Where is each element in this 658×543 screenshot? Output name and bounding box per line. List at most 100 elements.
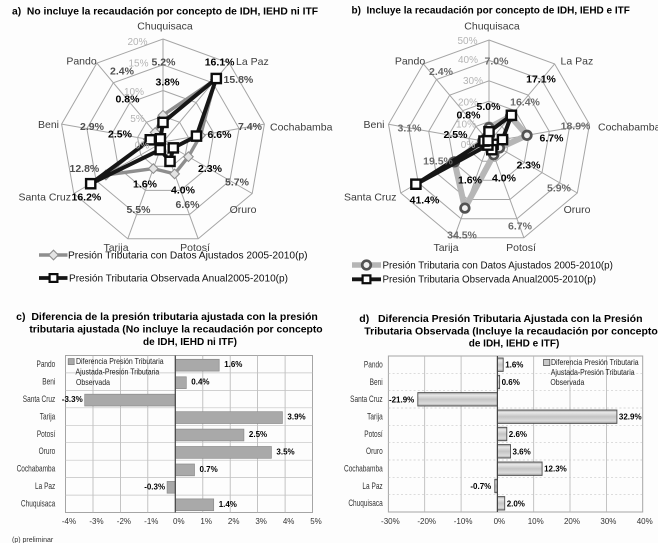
svg-text:Beni: Beni [38,119,59,131]
svg-text:-0.7%: -0.7% [470,482,491,491]
svg-text:Presión Tributaria con Datos A: Presión Tributaria con Datos Ajustados 2… [383,261,613,272]
svg-text:Pando: Pando [66,56,97,68]
svg-text:5%: 5% [130,114,145,125]
svg-text:5.5%: 5.5% [127,204,152,216]
svg-text:3.8%: 3.8% [156,77,181,89]
svg-text:3%: 3% [255,517,267,526]
svg-text:3.6%: 3.6% [513,447,531,456]
svg-text:6.7%: 6.7% [508,220,533,232]
svg-text:2.5%: 2.5% [249,430,267,439]
svg-text:Oruro: Oruro [366,446,383,456]
svg-text:7.4%: 7.4% [238,121,263,133]
svg-text:5.7%: 5.7% [225,176,250,188]
svg-text:40%: 40% [458,55,478,66]
svg-text:0%: 0% [494,517,506,526]
svg-text:4%: 4% [283,517,295,526]
svg-text:2%: 2% [228,517,240,526]
svg-text:6.6%: 6.6% [208,129,233,141]
svg-text:-3%: -3% [89,517,103,526]
svg-text:0%: 0% [173,517,185,526]
svg-text:Cochabamba: Cochabamba [270,122,333,134]
svg-text:b) Incluye la recaudación por: b) Incluye la recaudación por concepto d… [352,6,630,17]
svg-text:Cochabamba: Cochabamba [344,464,383,474]
svg-text:6.6%: 6.6% [176,199,201,211]
svg-text:c) Diferencia de la presión t: c) Diferencia de la presión tributaria a… [16,311,318,323]
svg-text:32.9%: 32.9% [619,413,642,422]
svg-text:Ajustada-Presión Tributaria: Ajustada-Presión Tributaria [551,368,636,378]
svg-text:50%: 50% [457,36,477,47]
svg-text:0.8%: 0.8% [457,110,482,122]
svg-text:Ajustada-Presión Tributaria: Ajustada-Presión Tributaria [76,367,161,377]
svg-text:1.4%: 1.4% [219,500,237,509]
svg-text:Tarija: Tarija [40,411,56,421]
svg-text:2.6%: 2.6% [509,430,527,439]
svg-text:Presión Tributaria Observada A: Presión Tributaria Observada Anual2005-2… [69,274,288,285]
svg-text:2.5%: 2.5% [108,129,133,141]
svg-text:2.4%: 2.4% [110,66,135,78]
svg-text:20%: 20% [458,98,478,109]
svg-text:20%: 20% [127,37,147,48]
svg-text:Tributaria Observada (Incluye: Tributaria Observada (Incluye la recauda… [364,325,658,337]
svg-text:30%: 30% [463,76,483,87]
svg-text:Chuquisaca: Chuquisaca [348,498,383,508]
svg-text:2.4%: 2.4% [429,66,454,78]
svg-text:20%: 20% [564,517,580,526]
svg-text:4.0%: 4.0% [171,184,196,196]
svg-text:-21.9%: -21.9% [389,395,414,404]
svg-text:-1%: -1% [144,517,158,526]
svg-text:Cochabamba: Cochabamba [598,122,658,134]
svg-text:Tarija: Tarija [367,412,383,422]
svg-text:4.0%: 4.0% [492,173,517,185]
svg-text:30%: 30% [600,517,616,526]
svg-text:de IDH, IEHD ni ITF): de IDH, IEHD ni ITF) [143,337,237,348]
svg-text:10%: 10% [456,120,476,131]
svg-text:0.6%: 0.6% [502,378,520,387]
svg-text:1.6%: 1.6% [505,361,523,370]
svg-text:0.8%: 0.8% [116,94,141,106]
svg-text:-0.3%: -0.3% [144,482,165,491]
svg-text:de IDH, IEHD e ITF): de IDH, IEHD e ITF) [469,338,560,349]
svg-text:Presión Tributaria Observada A: Presión Tributaria Observada Anual2005-2… [383,275,596,286]
svg-text:Pando: Pando [364,360,383,370]
svg-text:1.6%: 1.6% [458,174,483,186]
svg-text:Beni: Beni [363,119,384,131]
svg-text:Tarija: Tarija [103,242,128,254]
svg-text:-30%: -30% [381,517,400,526]
svg-text:La Paz: La Paz [362,481,382,491]
svg-text:2.5%: 2.5% [444,129,469,141]
svg-text:Diferencia Presión Tributaria: Diferencia Presión Tributaria [76,357,164,367]
svg-text:Beni: Beni [42,377,55,387]
svg-text:Pando: Pando [36,359,55,369]
svg-text:15%: 15% [128,59,148,70]
svg-text:0%: 0% [135,141,150,152]
svg-text:Chuquisaca: Chuquisaca [137,21,193,33]
svg-text:Santa Cruz: Santa Cruz [344,192,397,204]
svg-text:16.4%: 16.4% [510,97,540,109]
svg-text:Presión Tributaria con Datos A: Presión Tributaria con Datos Ajustados 2… [68,251,308,262]
svg-text:Potosí: Potosí [364,429,383,439]
svg-text:17.1%: 17.1% [526,74,556,86]
svg-text:Tarija: Tarija [433,242,458,254]
svg-text:0%: 0% [461,140,476,151]
svg-text:3.5%: 3.5% [276,447,294,456]
svg-text:12.3%: 12.3% [544,465,567,474]
svg-text:10%: 10% [124,87,144,98]
svg-text:6.7%: 6.7% [540,133,565,145]
svg-text:34.5%: 34.5% [447,230,477,242]
svg-text:2.3%: 2.3% [517,160,542,172]
svg-text:15.8%: 15.8% [224,74,254,86]
svg-text:18.9%: 18.9% [561,121,591,133]
svg-text:5%: 5% [310,517,322,526]
svg-text:2.9%: 2.9% [80,121,105,133]
svg-text:1.6%: 1.6% [224,360,242,369]
svg-text:Observada: Observada [550,377,585,387]
svg-text:tributaria ajustada (No incluy: tributaria ajustada (No incluye la recau… [29,325,322,336]
svg-text:19.5%: 19.5% [423,156,453,168]
svg-text:Chuquisaca: Chuquisaca [21,499,56,509]
svg-text:41.4%: 41.4% [410,195,440,207]
svg-text:Oruro: Oruro [39,446,56,456]
svg-text:Potosí: Potosí [506,242,536,254]
svg-text:7.0%: 7.0% [485,56,510,68]
svg-text:d) Diferencia Presión Tribut: d) Diferencia Presión Tributaria Ajustad… [359,313,642,325]
svg-text:16.1%: 16.1% [205,56,235,68]
